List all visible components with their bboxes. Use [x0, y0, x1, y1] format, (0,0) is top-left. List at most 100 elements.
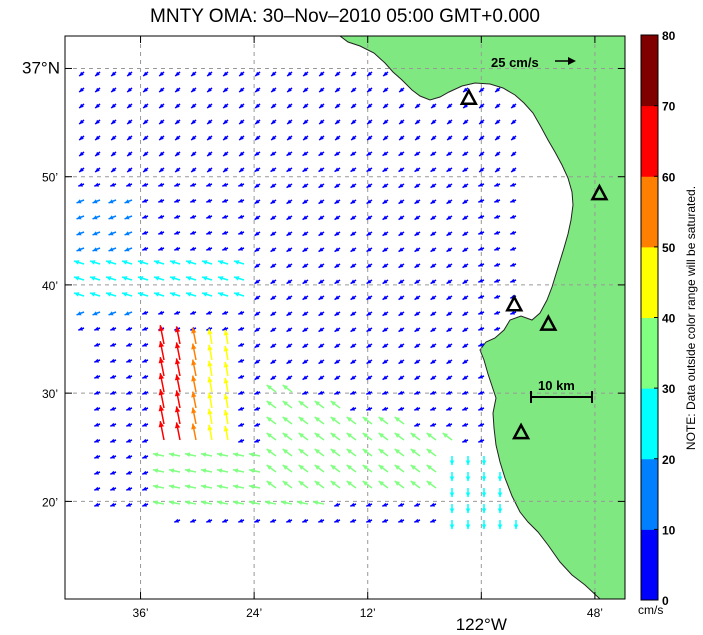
- current-vector: [190, 135, 197, 141]
- current-vector: [398, 343, 405, 349]
- current-vector: [254, 359, 261, 365]
- current-vector: [92, 215, 101, 220]
- current-vector: [414, 375, 421, 381]
- current-vector: [174, 390, 181, 409]
- current-vector: [478, 390, 485, 395]
- current-vector: [302, 327, 309, 333]
- current-vector: [382, 151, 389, 157]
- current-vector: [510, 182, 517, 187]
- current-vector: [350, 359, 357, 365]
- current-vector: [126, 87, 133, 93]
- current-vector: [108, 311, 117, 316]
- current-vector: [174, 374, 181, 393]
- current-vector: [168, 500, 181, 506]
- current-vector: [78, 87, 85, 93]
- current-vector: [222, 151, 229, 157]
- current-vector: [318, 247, 325, 253]
- current-vector: [238, 390, 245, 395]
- current-vector: [350, 167, 357, 173]
- lat-tick-label: 30’: [42, 387, 58, 401]
- current-vector: [174, 406, 181, 425]
- current-vector: [414, 167, 421, 173]
- current-vector: [142, 151, 149, 157]
- current-vector: [223, 361, 229, 377]
- current-vector: [266, 480, 277, 489]
- current-vector: [76, 247, 85, 252]
- current-vector: [478, 151, 485, 157]
- current-vector: [200, 468, 213, 474]
- current-vector: [94, 422, 101, 427]
- current-vector: [190, 182, 197, 187]
- current-vector: [110, 438, 117, 443]
- radar-site-marker: [459, 88, 478, 105]
- current-vector: [398, 199, 405, 205]
- current-vector: [462, 406, 469, 411]
- current-vector: [478, 278, 485, 283]
- current-vector: [382, 502, 389, 507]
- current-vector: [318, 279, 325, 285]
- current-vector: [286, 151, 293, 157]
- current-vector: [510, 310, 517, 315]
- current-vector: [124, 199, 133, 204]
- current-vector: [222, 119, 229, 125]
- current-vector: [302, 135, 309, 141]
- colorbar-segment: [641, 35, 658, 107]
- current-vector: [94, 119, 101, 125]
- radar-site-marker: [539, 314, 558, 331]
- current-vector: [76, 199, 85, 204]
- current-vector: [350, 71, 357, 77]
- current-vector: [302, 295, 309, 301]
- current-vector: [346, 480, 357, 489]
- current-vector: [110, 358, 117, 363]
- radar-sites: [459, 88, 609, 440]
- current-vector: [201, 276, 213, 281]
- current-vector: [108, 199, 117, 204]
- current-vector: [158, 87, 165, 93]
- current-vector: [233, 276, 245, 281]
- current-vector: [465, 488, 471, 498]
- current-vector: [78, 167, 85, 173]
- current-vector: [302, 279, 309, 285]
- current-vector: [126, 470, 133, 475]
- reference-vector: 25 cm/s: [491, 55, 576, 70]
- current-vector: [414, 103, 421, 109]
- current-vector: [238, 151, 245, 157]
- current-vector: [282, 464, 293, 473]
- current-vector: [382, 119, 389, 125]
- current-vector: [78, 103, 85, 109]
- current-vector: [94, 151, 101, 157]
- current-vector: [481, 456, 487, 466]
- current-vector: [94, 406, 101, 411]
- current-vector: [366, 199, 373, 205]
- current-vector: [430, 502, 437, 507]
- current-vector: [264, 500, 277, 506]
- current-vector: [462, 343, 469, 349]
- current-vector: [206, 87, 213, 93]
- current-vector: [126, 422, 133, 427]
- current-vector: [446, 422, 453, 427]
- colorbar-segment: [641, 317, 658, 389]
- current-vector: [382, 263, 389, 269]
- current-vector: [92, 311, 101, 316]
- current-vector: [494, 214, 501, 219]
- current-vector: [350, 151, 357, 157]
- current-vector: [110, 342, 117, 347]
- current-vector: [446, 343, 453, 349]
- current-vector: [410, 448, 421, 457]
- current-vector: [121, 292, 133, 297]
- current-vector: [89, 276, 101, 281]
- current-vector: [254, 390, 261, 395]
- current-vector: [142, 230, 149, 235]
- current-vector: [266, 448, 277, 457]
- current-vector: [174, 310, 181, 315]
- current-vector: [478, 87, 485, 93]
- current-vector: [152, 452, 165, 458]
- current-vector: [174, 230, 181, 235]
- current-vector: [318, 311, 325, 317]
- current-vector: [158, 246, 165, 251]
- lat-tick-label: 37°N: [22, 58, 60, 77]
- current-vector: [478, 119, 485, 125]
- current-vector: [382, 247, 389, 253]
- current-vector: [270, 311, 277, 317]
- current-vector: [302, 263, 309, 269]
